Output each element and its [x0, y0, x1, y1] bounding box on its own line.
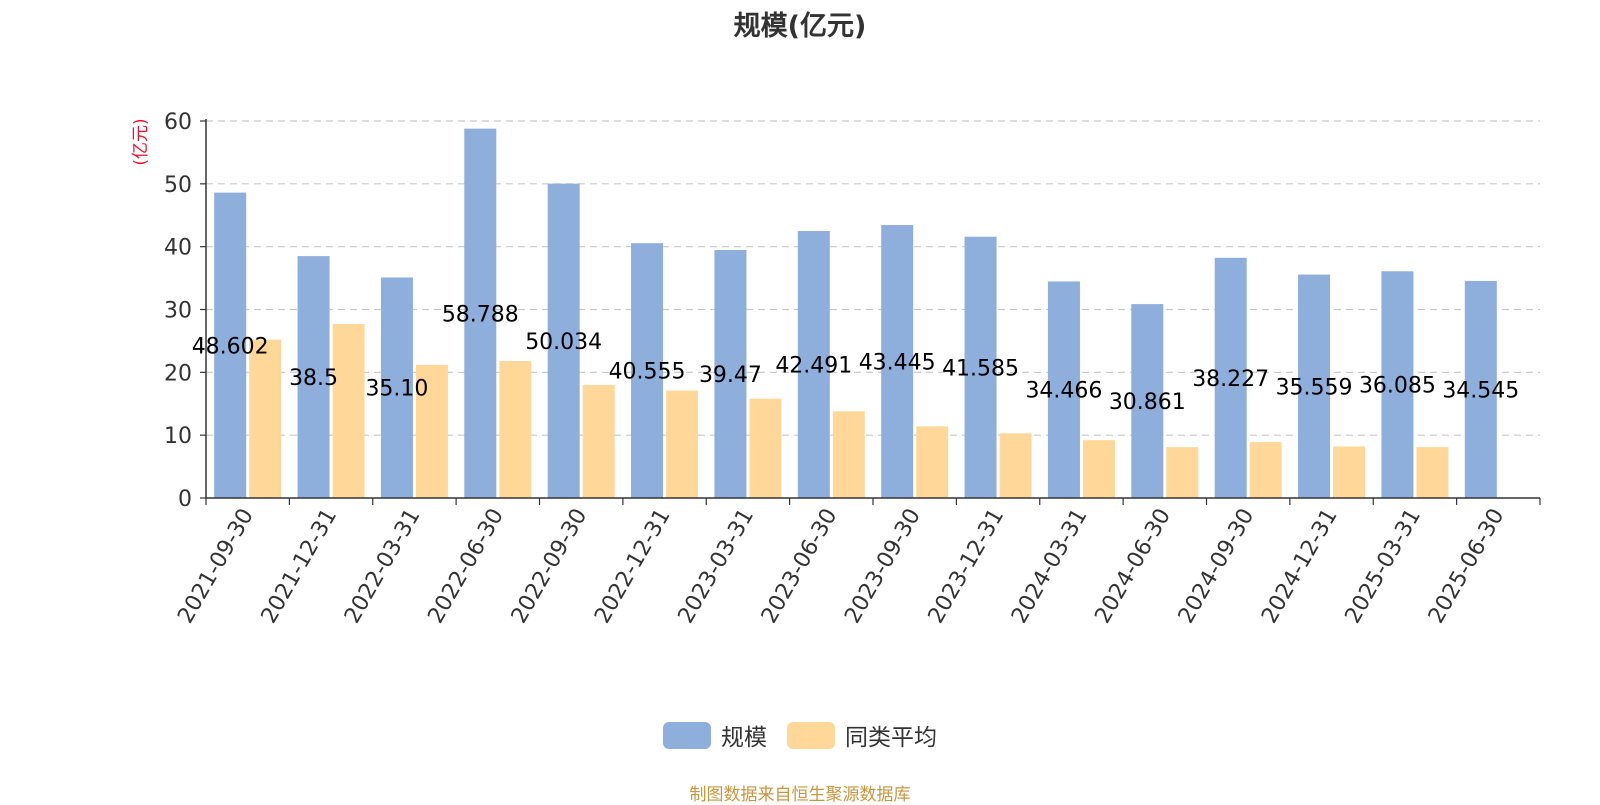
y-tick-label: 60	[164, 110, 192, 135]
x-tick-label: 2022-03-31	[340, 505, 426, 628]
y-axis-label: (亿元)	[131, 118, 151, 165]
bar-peer-average	[415, 364, 448, 498]
bar-scale	[881, 225, 914, 499]
bar-scale	[214, 192, 247, 498]
bar-scale	[1047, 281, 1080, 498]
bar-scale	[464, 128, 497, 498]
data-label-scale: 43.445	[859, 351, 936, 376]
x-tick-label: 2025-03-31	[1341, 505, 1427, 628]
x-tick-label: 2023-03-31	[674, 505, 760, 628]
data-label-scale: 34.545	[1442, 378, 1519, 403]
y-tick-label: 10	[164, 424, 192, 449]
bar-peer-average	[1249, 442, 1282, 498]
bar-peer-average	[1166, 447, 1199, 498]
y-tick-label: 30	[164, 299, 192, 324]
bar-scale	[1381, 271, 1414, 498]
bar-scale	[797, 231, 830, 498]
bar-scale	[714, 249, 747, 498]
legend-label-peer-average: 同类平均	[845, 725, 937, 751]
data-label-scale: 39.47	[699, 363, 762, 388]
bar-scale	[631, 243, 664, 498]
bar-peer-average	[916, 426, 949, 498]
legend-label-scale: 规模	[721, 725, 767, 751]
y-tick-label: 50	[164, 173, 192, 198]
bar-peer-average	[499, 361, 532, 498]
y-tick-label: 20	[164, 361, 192, 386]
x-tick-label: 2022-12-31	[590, 505, 676, 628]
bar-peer-average	[332, 323, 365, 498]
x-tick-label: 2024-03-31	[1007, 505, 1093, 628]
data-label-scale: 50.034	[525, 330, 602, 355]
y-tick-label: 0	[178, 487, 192, 512]
y-tick-label: 40	[164, 236, 192, 261]
bar-scale	[964, 236, 997, 498]
bar-peer-average	[749, 398, 782, 498]
bar-peer-average	[1333, 446, 1366, 498]
bar-scale	[297, 256, 330, 498]
bar-peer-average	[666, 390, 699, 498]
x-tick-label: 2022-09-30	[507, 505, 593, 628]
data-label-scale: 38.5	[289, 366, 338, 391]
legend-swatch-scale	[663, 721, 711, 749]
data-label-scale: 48.602	[192, 334, 269, 359]
x-tick-label: 2023-06-30	[757, 505, 843, 628]
data-label-scale: 36.085	[1359, 374, 1436, 399]
x-tick-label: 2024-06-30	[1090, 505, 1176, 628]
bar-scale	[547, 183, 580, 499]
data-label-scale: 35.10	[365, 377, 428, 402]
x-tick-label: 2025-06-30	[1424, 505, 1510, 628]
bar-scale	[1298, 274, 1331, 498]
data-label-scale: 40.555	[609, 360, 686, 385]
legend: 规模 同类平均	[0, 718, 1600, 752]
x-tick-label: 2023-09-30	[840, 505, 926, 628]
bar-scale	[380, 277, 413, 498]
bars	[214, 128, 1497, 499]
legend-swatch-peer-average	[787, 721, 835, 749]
x-tick-label: 2024-12-31	[1257, 505, 1343, 628]
bar-peer-average	[582, 384, 615, 498]
chart-title: 规模(亿元)	[733, 11, 867, 42]
x-tick-label: 2022-06-30	[423, 505, 509, 628]
bar-peer-average	[1416, 447, 1449, 498]
bar-scale	[1131, 304, 1164, 498]
bar-scale	[1214, 257, 1247, 498]
bar-peer-average	[832, 411, 865, 498]
x-tick-label: 2023-12-31	[924, 505, 1010, 628]
data-label-scale: 38.227	[1192, 367, 1269, 392]
data-label-scale: 58.788	[442, 302, 519, 327]
data-label-scale: 41.585	[942, 356, 1019, 381]
data-label-scale: 42.491	[775, 354, 852, 379]
data-label-scale: 35.559	[1276, 375, 1353, 400]
bar-scale	[1464, 280, 1497, 498]
x-tick-label: 2021-12-31	[257, 505, 343, 628]
data-label-scale: 34.466	[1025, 379, 1102, 404]
bar-peer-average	[249, 339, 282, 498]
bar-peer-average	[999, 433, 1032, 498]
x-tick-label: 2024-09-30	[1174, 505, 1260, 628]
bar-peer-average	[1082, 440, 1115, 498]
legend-item-scale[interactable]: 规模	[663, 718, 767, 752]
x-tick-label: 2021-09-30	[173, 505, 259, 628]
source-note: 制图数据来自恒生聚源数据库	[689, 785, 911, 805]
data-label-scale: 30.861	[1109, 390, 1186, 415]
legend-item-peer-average[interactable]: 同类平均	[787, 718, 937, 752]
